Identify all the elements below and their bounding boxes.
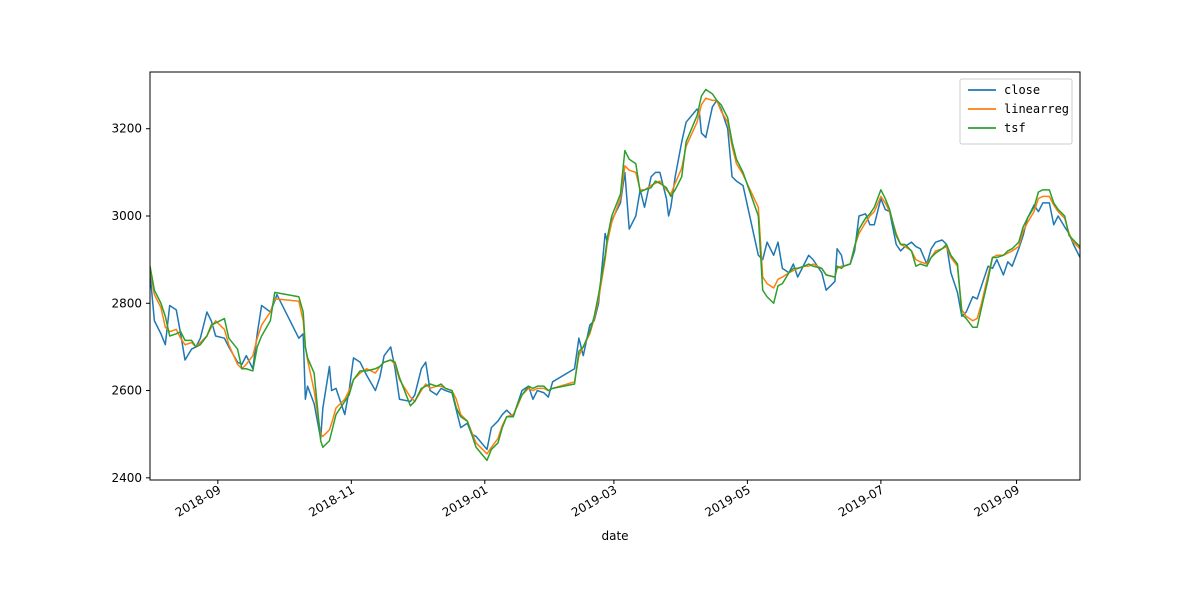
series-line-close — [150, 99, 1080, 451]
y-tick-label: 2600 — [111, 384, 142, 398]
series-line-linearreg — [150, 97, 1080, 455]
legend-label-tsf: tsf — [1004, 121, 1026, 135]
y-tick-label: 2400 — [111, 471, 142, 485]
plot-area — [150, 88, 1080, 462]
axes-frame — [149, 71, 1081, 481]
y-tick-label: 3000 — [111, 209, 142, 223]
y-tick-label: 2800 — [111, 296, 142, 310]
legend-label-linearreg: linearreg — [1004, 102, 1069, 116]
legend-label-close: close — [1004, 83, 1040, 97]
y-tick-label: 3200 — [111, 122, 142, 136]
x-axis-label: date — [601, 529, 628, 543]
legend: close linearreg tsf — [959, 78, 1073, 145]
series-line-tsf — [150, 88, 1080, 462]
